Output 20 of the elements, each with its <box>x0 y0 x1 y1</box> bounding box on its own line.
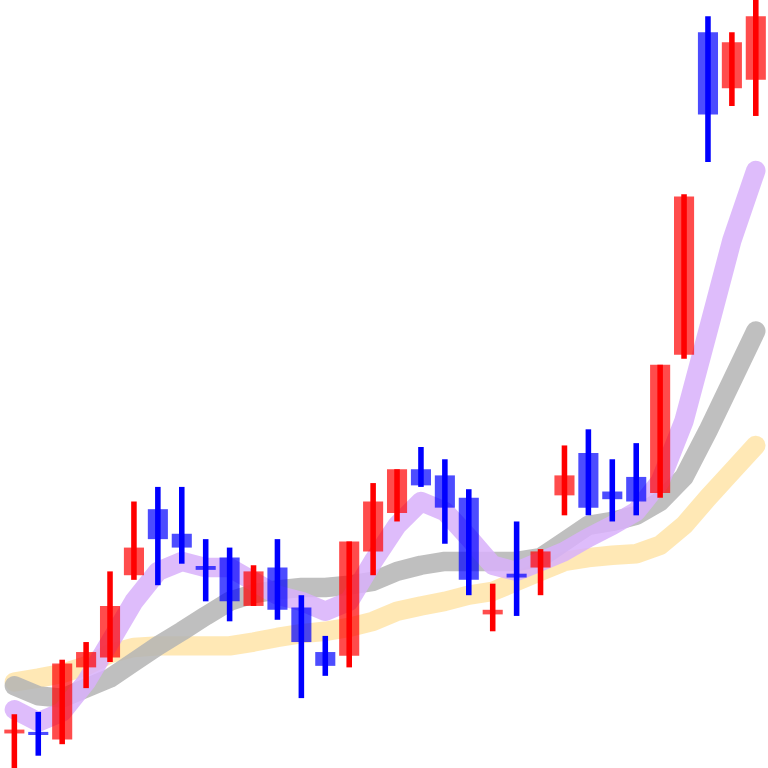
candlestick <box>410 444 431 490</box>
candlestick <box>147 484 168 588</box>
candlestick <box>530 546 551 598</box>
candlestick <box>123 498 144 583</box>
candlestick <box>506 518 527 619</box>
candlestick <box>76 639 97 691</box>
candlestick <box>315 633 336 679</box>
candlestick <box>219 544 240 625</box>
candlestick <box>602 456 623 525</box>
candlestick <box>171 484 192 567</box>
candlestick <box>28 709 49 759</box>
candlestick <box>721 29 742 109</box>
candlestick <box>554 442 575 519</box>
candlestick <box>267 536 288 623</box>
candlestick <box>386 466 408 525</box>
candlestick <box>243 562 264 609</box>
candlestick <box>291 592 312 701</box>
candlestick <box>195 536 216 605</box>
candlestick <box>626 440 647 519</box>
candlestick <box>434 456 455 547</box>
